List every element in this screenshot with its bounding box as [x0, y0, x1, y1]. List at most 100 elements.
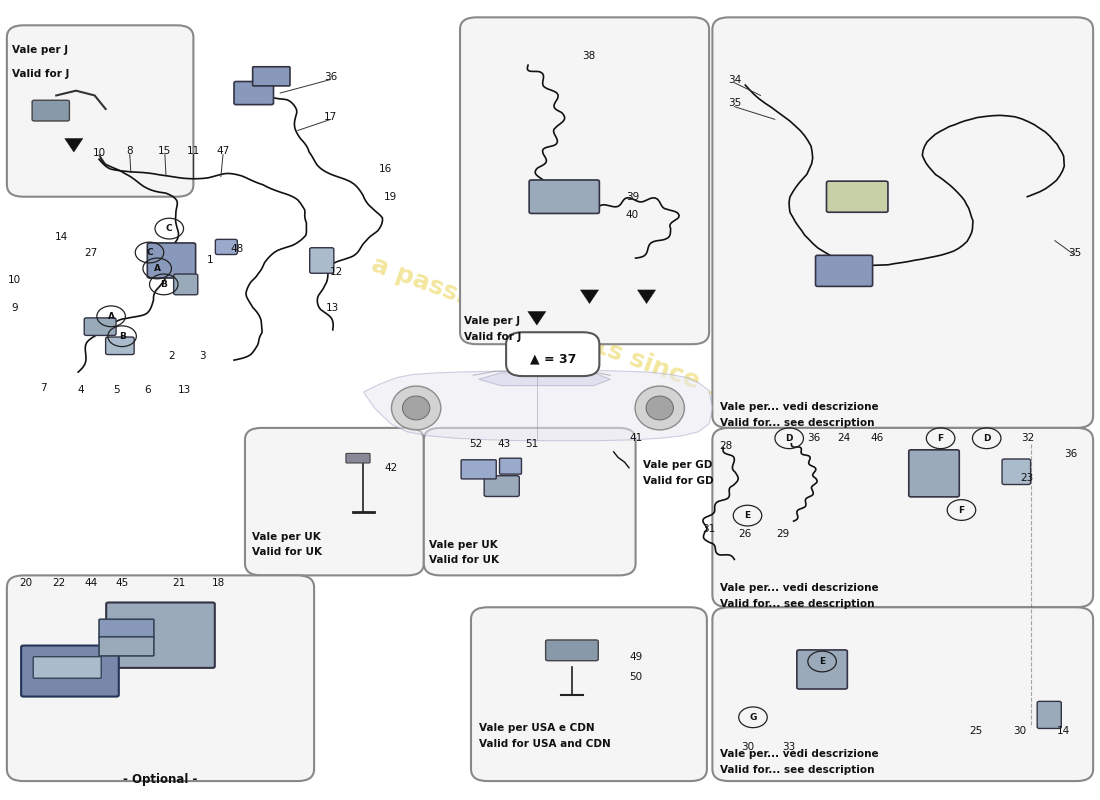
FancyBboxPatch shape	[245, 428, 424, 575]
Text: 18: 18	[212, 578, 226, 588]
Text: Vale per GD: Vale per GD	[644, 460, 713, 470]
FancyBboxPatch shape	[253, 66, 290, 86]
FancyBboxPatch shape	[174, 274, 198, 294]
Text: 43: 43	[497, 439, 510, 449]
Text: 1: 1	[207, 255, 213, 266]
FancyBboxPatch shape	[310, 248, 333, 274]
Text: 28: 28	[719, 442, 733, 451]
Text: 10: 10	[8, 275, 21, 286]
FancyBboxPatch shape	[529, 180, 600, 214]
Text: 6: 6	[144, 386, 151, 395]
FancyBboxPatch shape	[234, 82, 274, 105]
Text: 14: 14	[1057, 726, 1070, 736]
Text: 38: 38	[582, 50, 595, 61]
Text: 17: 17	[323, 112, 338, 122]
Text: Vale per UK: Vale per UK	[429, 539, 498, 550]
Text: 16: 16	[378, 164, 392, 174]
Text: 40: 40	[626, 210, 639, 220]
Ellipse shape	[646, 396, 673, 420]
Text: 39: 39	[626, 192, 639, 202]
FancyBboxPatch shape	[107, 602, 214, 668]
Text: 19: 19	[384, 192, 397, 202]
Text: 46: 46	[870, 434, 883, 443]
Text: a passion for parts since 1985: a passion for parts since 1985	[367, 252, 777, 420]
Text: 36: 36	[806, 434, 820, 443]
FancyBboxPatch shape	[713, 428, 1093, 607]
Text: Valid for UK: Valid for UK	[429, 555, 499, 566]
Text: 51: 51	[525, 439, 538, 449]
Text: 13: 13	[326, 303, 340, 314]
FancyBboxPatch shape	[345, 454, 370, 463]
Polygon shape	[363, 370, 713, 441]
Text: 32: 32	[1021, 434, 1034, 443]
Text: G: G	[749, 713, 757, 722]
FancyBboxPatch shape	[33, 657, 101, 678]
Text: 50: 50	[629, 673, 642, 682]
Text: 7: 7	[40, 383, 46, 393]
FancyBboxPatch shape	[7, 26, 194, 197]
Text: F: F	[958, 506, 965, 514]
FancyBboxPatch shape	[1037, 702, 1062, 729]
Text: Valid for... see description: Valid for... see description	[720, 418, 874, 427]
Text: Valid for J: Valid for J	[464, 332, 521, 342]
Text: 35: 35	[1068, 247, 1081, 258]
Text: C: C	[146, 248, 153, 257]
Text: E: E	[820, 657, 825, 666]
Text: A: A	[154, 264, 161, 273]
Text: 25: 25	[969, 726, 982, 736]
Text: 44: 44	[85, 578, 98, 588]
Text: 22: 22	[52, 578, 65, 588]
FancyBboxPatch shape	[909, 450, 959, 497]
Text: 41: 41	[629, 434, 642, 443]
Text: 5: 5	[113, 386, 120, 395]
Text: 33: 33	[782, 742, 795, 752]
Text: 15: 15	[158, 146, 172, 156]
Ellipse shape	[635, 386, 684, 430]
Text: 34: 34	[728, 74, 741, 85]
Text: 26: 26	[739, 529, 752, 539]
FancyBboxPatch shape	[99, 637, 154, 656]
FancyBboxPatch shape	[1002, 459, 1031, 485]
Text: F: F	[937, 434, 944, 442]
FancyBboxPatch shape	[85, 318, 116, 335]
Text: E: E	[745, 511, 750, 520]
Text: Vale per UK: Vale per UK	[252, 531, 320, 542]
Ellipse shape	[403, 396, 430, 420]
FancyBboxPatch shape	[32, 100, 69, 121]
Text: 4: 4	[77, 386, 84, 395]
Polygon shape	[581, 290, 598, 303]
Text: jelmo985: jelmo985	[719, 233, 907, 329]
Text: Valid for J: Valid for J	[12, 69, 69, 79]
FancyBboxPatch shape	[99, 619, 154, 638]
Text: D: D	[785, 434, 793, 442]
Text: 49: 49	[629, 652, 642, 662]
Text: Vale per J: Vale per J	[12, 46, 68, 55]
FancyBboxPatch shape	[216, 239, 238, 254]
Text: 13: 13	[178, 386, 191, 395]
Text: 35: 35	[728, 98, 741, 109]
FancyBboxPatch shape	[147, 243, 196, 278]
Text: Vale per J: Vale per J	[464, 316, 520, 326]
FancyBboxPatch shape	[471, 607, 707, 781]
Text: 29: 29	[776, 529, 789, 539]
Text: 47: 47	[217, 146, 230, 156]
Text: 21: 21	[173, 578, 186, 588]
Text: C: C	[166, 224, 173, 233]
Text: 36: 36	[1065, 450, 1078, 459]
Polygon shape	[638, 290, 656, 303]
Text: 48: 48	[231, 243, 244, 254]
Text: 42: 42	[384, 462, 397, 473]
Text: Vale per... vedi descrizione: Vale per... vedi descrizione	[720, 749, 879, 759]
FancyBboxPatch shape	[30, 654, 95, 696]
FancyBboxPatch shape	[499, 458, 521, 474]
Text: 2: 2	[168, 351, 175, 361]
FancyBboxPatch shape	[506, 332, 600, 376]
FancyBboxPatch shape	[796, 650, 847, 689]
FancyBboxPatch shape	[424, 428, 636, 575]
Text: D: D	[983, 434, 990, 442]
Text: 9: 9	[11, 303, 18, 314]
Text: 30: 30	[741, 742, 755, 752]
Text: ▲ = 37: ▲ = 37	[530, 352, 576, 365]
Text: 12: 12	[329, 267, 343, 278]
Text: 10: 10	[92, 148, 106, 158]
